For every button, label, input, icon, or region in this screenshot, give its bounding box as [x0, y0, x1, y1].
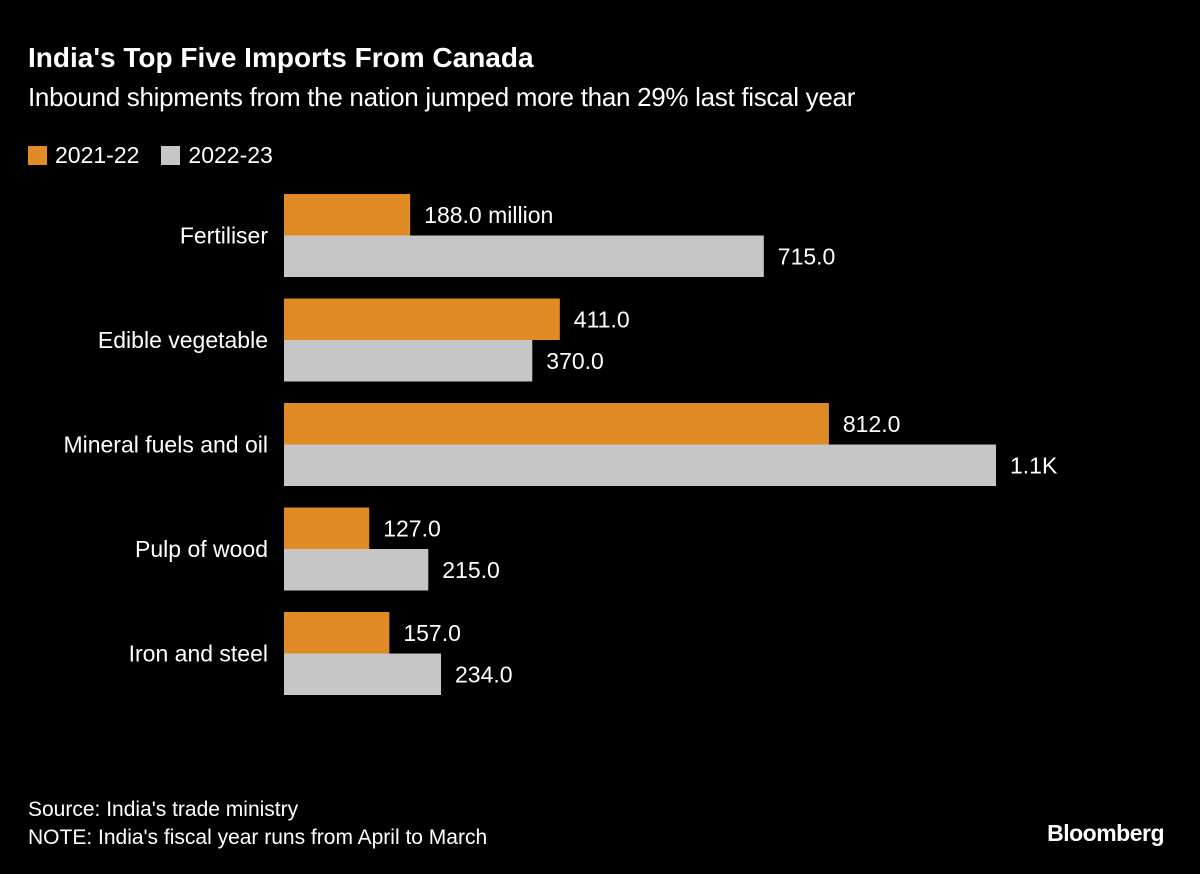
bar-2021-22-4: [284, 612, 390, 654]
bar-2022-23-1: [284, 340, 533, 382]
category-label: Mineral fuels and oil: [63, 432, 268, 458]
legend-swatch-2021-22: [28, 146, 47, 165]
value-label: 127.0: [383, 515, 441, 541]
category-label: Edible vegetable: [98, 327, 268, 353]
bloomberg-logo: Bloomberg: [1047, 820, 1164, 846]
bar-2021-22-1: [284, 298, 560, 340]
legend-item-2021-22: 2021-22: [28, 142, 139, 169]
value-label: 215.0: [442, 557, 500, 583]
value-label: 157.0: [403, 620, 461, 646]
bar-2022-23-3: [284, 549, 429, 591]
value-label: 1.1K: [1010, 452, 1058, 478]
category-label: Pulp of wood: [135, 536, 268, 562]
category-label: Iron and steel: [129, 641, 268, 667]
value-label: 411.0: [574, 306, 630, 332]
legend: 2021-22 2022-23: [28, 142, 273, 169]
value-label: 234.0: [455, 661, 513, 687]
source-text: Source: India's trade ministry: [28, 798, 299, 821]
bar-2022-23-2: [284, 444, 996, 486]
legend-item-2022-23: 2022-23: [161, 142, 273, 169]
legend-swatch-2022-23: [161, 146, 181, 165]
bar-2022-23-4: [284, 653, 442, 695]
chart-subtitle: Inbound shipments from the nation jumped…: [28, 82, 856, 112]
note-text: NOTE: India's fiscal year runs from Apri…: [28, 826, 488, 849]
value-label: 370.0: [546, 348, 604, 374]
legend-label-2021-22: 2021-22: [55, 142, 140, 168]
category-label: Fertiliser: [180, 223, 269, 249]
bar-2022-23-0: [284, 235, 764, 277]
value-label: 188.0 million: [424, 202, 553, 228]
bar-2021-22-3: [284, 507, 370, 549]
bar-2021-22-0: [284, 194, 411, 236]
chart-title: India's Top Five Imports From Canada: [28, 42, 534, 73]
bar-2021-22-2: [284, 403, 829, 445]
legend-label-2022-23: 2022-23: [188, 142, 273, 168]
value-label: 715.0: [778, 243, 836, 269]
value-label: 812.0: [843, 411, 901, 437]
